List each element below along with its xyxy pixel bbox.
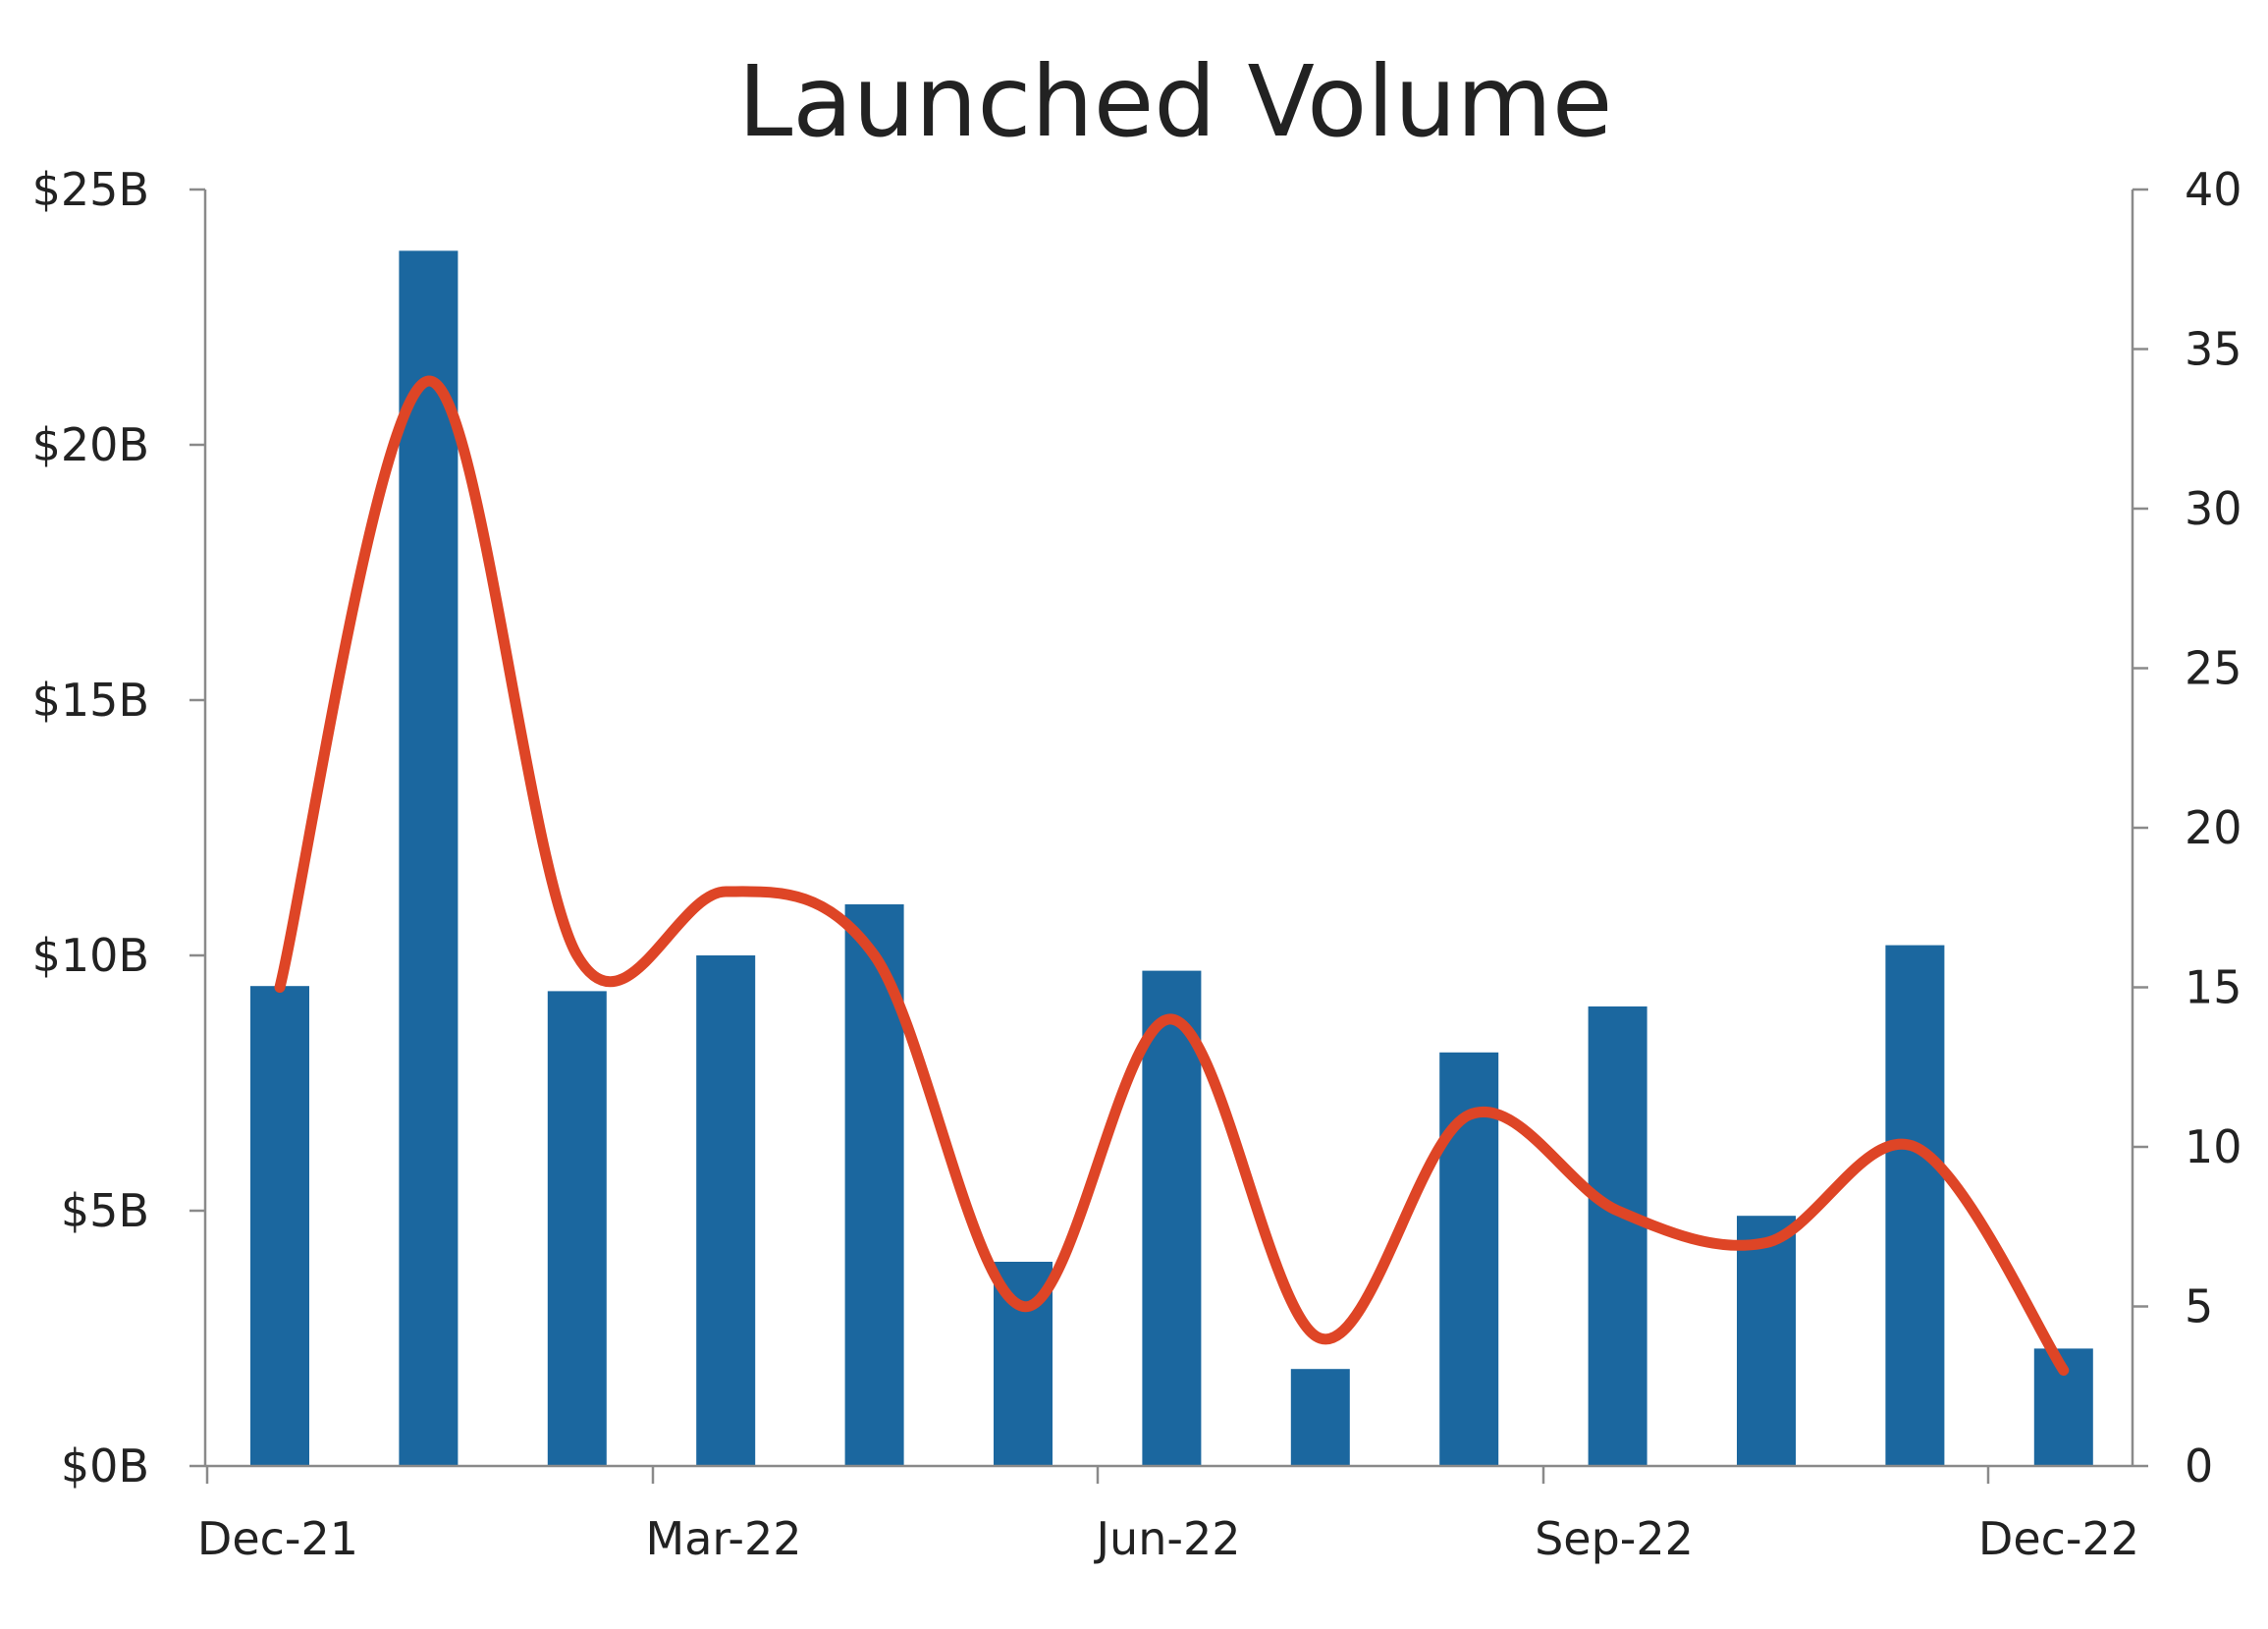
right-tick-label: 10 (2185, 1120, 2242, 1173)
right-tick-label: 25 (2185, 642, 2242, 695)
right-y-ticks: 0 5 10 15 20 25 30 35 40 (2133, 163, 2242, 1493)
left-tick-label: $5B (61, 1184, 149, 1237)
left-tick-label: $25B (32, 163, 149, 216)
right-tick-label: 15 (2185, 961, 2242, 1014)
bar-Sep-22 (1588, 1006, 1647, 1466)
x-tick-label: Mar-22 (646, 1512, 802, 1565)
bar-series (250, 250, 2093, 1466)
right-tick-label: 35 (2185, 323, 2242, 376)
bar-Jun-22 (1142, 970, 1202, 1466)
x-ticks: Dec-21 Mar-22 Jun-22 Sep-22 Dec-22 (197, 1466, 2139, 1565)
right-tick-label: 20 (2185, 801, 2242, 854)
left-y-ticks: $0B $5B $10B $15B $20B $25B (32, 163, 205, 1493)
right-tick-label: 5 (2185, 1280, 2213, 1333)
bar-Jan-22 (399, 250, 459, 1466)
x-tick-label: Dec-21 (197, 1512, 358, 1565)
line-series (274, 375, 2070, 1376)
right-tick-label: 40 (2185, 163, 2242, 216)
bar-Feb-22 (547, 991, 607, 1466)
right-tick-label: 0 (2185, 1439, 2213, 1493)
left-tick-label: $10B (32, 929, 149, 982)
chart-title: Launched Volume (738, 44, 1613, 159)
bar-Aug-22 (1439, 1052, 1499, 1466)
bar-Dec-21 (250, 986, 309, 1466)
x-tick-label: Jun-22 (1093, 1512, 1240, 1565)
left-tick-label: $0B (61, 1439, 149, 1493)
x-tick-label: Dec-22 (1978, 1512, 2139, 1565)
bar-Oct-22 (1737, 1216, 1796, 1466)
left-tick-label: $15B (32, 674, 149, 727)
right-tick-label: 30 (2185, 482, 2242, 535)
x-tick-label: Sep-22 (1535, 1512, 1694, 1565)
bar-Mar-22 (696, 955, 756, 1466)
bar-Jul-22 (1290, 1369, 1350, 1466)
left-tick-label: $20B (32, 418, 149, 471)
bar-Nov-22 (1885, 945, 1945, 1466)
